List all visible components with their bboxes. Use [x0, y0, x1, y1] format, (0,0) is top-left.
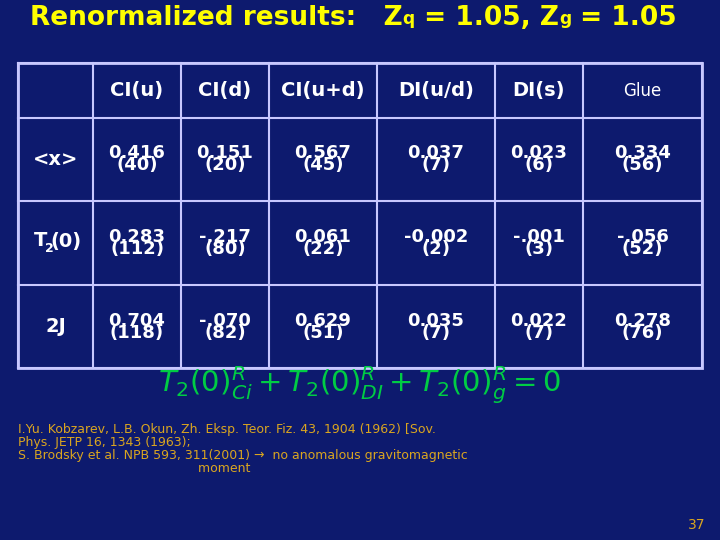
- Text: (51): (51): [302, 323, 343, 341]
- Text: (2): (2): [421, 240, 451, 258]
- Text: 0.567: 0.567: [294, 145, 351, 163]
- Text: 2: 2: [45, 241, 53, 254]
- Text: 0.022: 0.022: [510, 312, 567, 329]
- Text: 0.283: 0.283: [109, 228, 166, 246]
- Text: (82): (82): [204, 323, 246, 341]
- Text: CI(d): CI(d): [199, 81, 251, 100]
- Text: 37: 37: [688, 518, 705, 532]
- Text: DI(s): DI(s): [513, 81, 565, 100]
- Text: Phys. JETP 16, 1343 (1963);: Phys. JETP 16, 1343 (1963);: [18, 436, 191, 449]
- Text: (7): (7): [421, 157, 451, 174]
- Text: (52): (52): [622, 240, 663, 258]
- Text: (118): (118): [110, 323, 164, 341]
- Text: Renormalized results:   Z: Renormalized results: Z: [30, 5, 402, 31]
- Text: <x>: <x>: [33, 150, 78, 169]
- Text: (0): (0): [50, 232, 81, 251]
- Text: 0.061: 0.061: [294, 228, 351, 246]
- Text: S. Brodsky et al. NPB 593, 311(2001) →  no anomalous gravitomagnetic: S. Brodsky et al. NPB 593, 311(2001) → n…: [18, 449, 468, 462]
- Text: g: g: [559, 10, 571, 28]
- Text: $T_2(0)^R_{Ci} + T_2(0)^R_{DI} + T_2(0)^R_g = 0$: $T_2(0)^R_{Ci} + T_2(0)^R_{DI} + T_2(0)^…: [158, 364, 562, 406]
- Text: -.056: -.056: [616, 228, 668, 246]
- Text: 0.416: 0.416: [109, 145, 166, 163]
- Text: 0.023: 0.023: [510, 145, 567, 163]
- Text: -.217: -.217: [199, 228, 251, 246]
- Text: moment: moment: [18, 462, 251, 475]
- Text: (80): (80): [204, 240, 246, 258]
- Text: (45): (45): [302, 157, 343, 174]
- Text: 0.037: 0.037: [408, 145, 464, 163]
- Text: (7): (7): [524, 323, 554, 341]
- Text: (76): (76): [622, 323, 663, 341]
- Text: I.Yu. Kobzarev, L.B. Okun, Zh. Eksp. Teor. Fiz. 43, 1904 (1962) [Sov.: I.Yu. Kobzarev, L.B. Okun, Zh. Eksp. Teo…: [18, 423, 436, 436]
- Text: (3): (3): [524, 240, 554, 258]
- Text: (112): (112): [110, 240, 164, 258]
- Text: (20): (20): [204, 157, 246, 174]
- Text: (56): (56): [622, 157, 663, 174]
- Text: CI(u): CI(u): [110, 81, 163, 100]
- Text: 0.151: 0.151: [197, 145, 253, 163]
- Text: 0.629: 0.629: [294, 312, 351, 329]
- Text: 0.334: 0.334: [614, 145, 671, 163]
- Text: (22): (22): [302, 240, 343, 258]
- Text: (6): (6): [524, 157, 554, 174]
- Text: = 1.05, Z: = 1.05, Z: [415, 5, 559, 31]
- Text: = 1.05: = 1.05: [571, 5, 677, 31]
- Text: (7): (7): [421, 323, 451, 341]
- Text: T: T: [34, 232, 47, 251]
- Text: (40): (40): [116, 157, 158, 174]
- Text: 2J: 2J: [45, 317, 66, 336]
- Bar: [18, 63, 702, 368]
- Text: Glue: Glue: [624, 82, 662, 99]
- Text: -.070: -.070: [199, 312, 251, 329]
- Text: -.001: -.001: [513, 228, 565, 246]
- Text: q: q: [402, 10, 415, 28]
- Text: DI(u/d): DI(u/d): [398, 81, 474, 100]
- Text: 0.278: 0.278: [614, 312, 671, 329]
- Text: -0.002: -0.002: [404, 228, 468, 246]
- Text: 0.704: 0.704: [109, 312, 166, 329]
- Text: CI(u+d): CI(u+d): [282, 81, 365, 100]
- Text: 0.035: 0.035: [408, 312, 464, 329]
